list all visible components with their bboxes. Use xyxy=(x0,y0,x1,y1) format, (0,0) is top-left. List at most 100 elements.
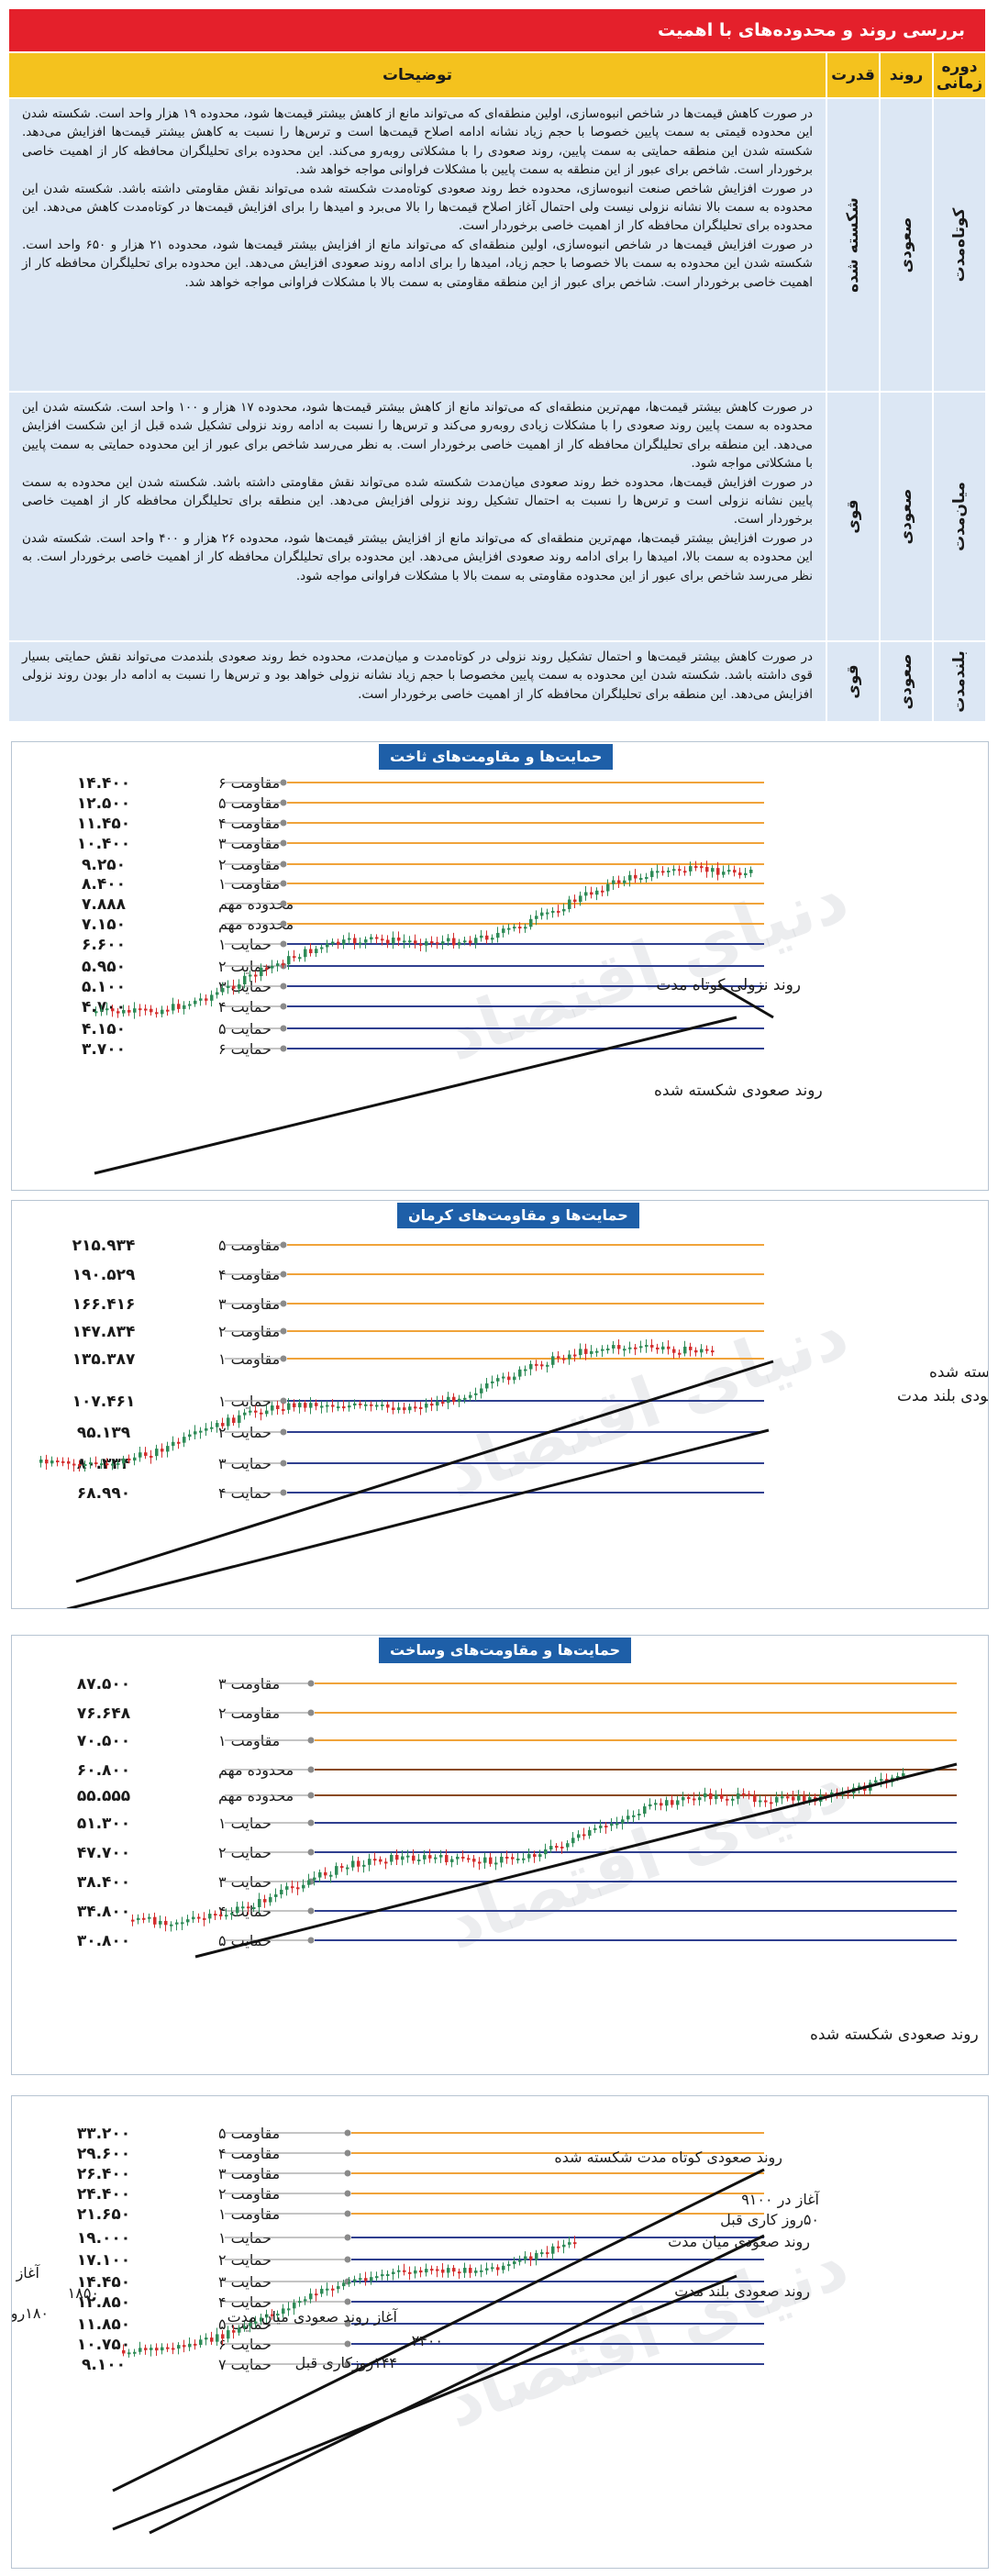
leader-dot xyxy=(280,1460,287,1467)
candle xyxy=(469,2268,472,2273)
candle xyxy=(348,2282,351,2284)
trend-annotation: ۱۴۴روزکاری قبل xyxy=(295,2354,397,2372)
candle xyxy=(131,1919,135,1922)
candle xyxy=(236,1906,239,1914)
candle xyxy=(689,1346,693,1350)
candle xyxy=(485,1382,489,1389)
candle xyxy=(364,939,368,943)
level-value: ۶.۶۰۰ xyxy=(82,936,126,954)
candle xyxy=(463,2268,467,2273)
candle xyxy=(144,2348,148,2350)
candle xyxy=(458,1398,461,1403)
candle xyxy=(414,1406,417,1409)
candle xyxy=(549,1846,553,1850)
leader-dot xyxy=(280,779,287,786)
level-value: ۲۱.۶۵۰ xyxy=(77,2205,130,2224)
candle xyxy=(436,942,439,945)
leader-dot xyxy=(280,920,287,927)
candle xyxy=(445,1855,449,1862)
level-label: مقاومت ۲ xyxy=(218,1704,280,1723)
candle xyxy=(604,1826,608,1828)
candle xyxy=(693,1798,696,1801)
level-label: مقاومت ۱ xyxy=(218,1732,280,1750)
candle xyxy=(324,1871,327,1876)
candle xyxy=(656,1347,660,1350)
candle xyxy=(100,1463,104,1466)
watermark: دنیای اقتصاد xyxy=(435,1746,859,1964)
level-label: مقاومت ۱ xyxy=(218,2205,280,2224)
candle xyxy=(61,1460,65,1463)
level-value: ۱۰۷.۴۶۱ xyxy=(72,1393,136,1411)
candle xyxy=(874,1780,878,1783)
trend-annotation: روند صعودی میان مدت xyxy=(668,2233,810,2251)
candle xyxy=(671,1800,674,1805)
row-strength: قوی xyxy=(844,664,862,699)
leader-dot xyxy=(280,1045,287,1052)
level-value: ۶۸.۹۹۰ xyxy=(77,1484,130,1503)
candle xyxy=(562,2244,566,2248)
candle xyxy=(733,870,737,873)
level-label: مقاومت ۲ xyxy=(218,2185,280,2204)
candle xyxy=(144,1008,148,1011)
trend-annotation: آغاز روند صعودی بلند مدت xyxy=(12,2264,41,2282)
level-value: ۹.۱۰۰ xyxy=(82,2356,126,2374)
candle xyxy=(566,1843,570,1848)
candle xyxy=(529,918,533,927)
candle xyxy=(595,890,599,895)
candle xyxy=(269,1896,272,1903)
level-value: ۶۰.۸۰۰ xyxy=(77,1761,130,1780)
candle xyxy=(434,1857,438,1860)
candle xyxy=(546,1364,549,1367)
candle xyxy=(627,1815,630,1820)
candle xyxy=(880,1779,883,1782)
candle xyxy=(216,1423,219,1427)
description-paragraph: در صورت کاهش قیمت‌ها در شاخص انبوه‌سازی،… xyxy=(22,106,814,178)
candle xyxy=(540,1364,544,1367)
candle xyxy=(375,2276,379,2279)
description-paragraph: در صورت کاهش بیشتر قیمت‌ها و احتمال تشکی… xyxy=(22,650,813,702)
candle xyxy=(628,1347,632,1349)
candle xyxy=(216,2334,219,2342)
candle xyxy=(243,2326,247,2328)
candle xyxy=(781,1796,784,1799)
candle xyxy=(606,1348,610,1350)
candle xyxy=(177,1004,181,1009)
chart-panel: دنیای اقتصاد ۳۳.۲۰۰ مقاومت ۵ ۲۹.۶۰۰ مقاومت ۴… xyxy=(11,2095,989,2569)
candle xyxy=(441,2269,445,2273)
candle xyxy=(474,1393,478,1395)
candle xyxy=(469,1394,472,1398)
candle xyxy=(511,1857,515,1860)
candle xyxy=(634,1347,638,1349)
candle xyxy=(551,1356,555,1365)
candle xyxy=(518,1369,522,1377)
candle xyxy=(315,2293,318,2296)
row-period: میان‌مدت xyxy=(950,482,969,551)
candle xyxy=(661,1346,665,1350)
candle xyxy=(524,2256,527,2260)
row-trend: صعودی xyxy=(897,217,915,273)
trend-annotation: روند صعودی بلند مدت xyxy=(897,1387,988,1405)
candle xyxy=(161,2347,164,2351)
leader-dot xyxy=(344,2278,351,2285)
candle xyxy=(698,1797,702,1801)
trend-annotation: ۵۰روز کاری قبل xyxy=(720,2211,819,2229)
candle xyxy=(764,1800,768,1803)
candle xyxy=(252,1906,256,1909)
candle xyxy=(612,880,615,884)
candle xyxy=(274,1894,278,1897)
candle xyxy=(386,1404,390,1408)
trend-annotation: روند صعودی بلند مدت xyxy=(674,2282,810,2301)
level-value: ۱۱.۸۵۰ xyxy=(77,2315,130,2334)
candle xyxy=(370,1404,373,1406)
candle xyxy=(584,1349,588,1354)
candle xyxy=(485,2268,489,2271)
row-description: در صورت کاهش بیشتر قیمت‌ها و احتمال تشکی… xyxy=(9,648,826,717)
candle xyxy=(403,2270,406,2272)
candle xyxy=(896,1776,900,1779)
candle xyxy=(282,963,285,966)
leader-dot xyxy=(280,1271,287,1278)
level-value: ۷.۱۵۰ xyxy=(82,916,126,934)
candle xyxy=(390,1854,394,1862)
candle xyxy=(535,1363,538,1366)
candle xyxy=(645,1345,649,1348)
